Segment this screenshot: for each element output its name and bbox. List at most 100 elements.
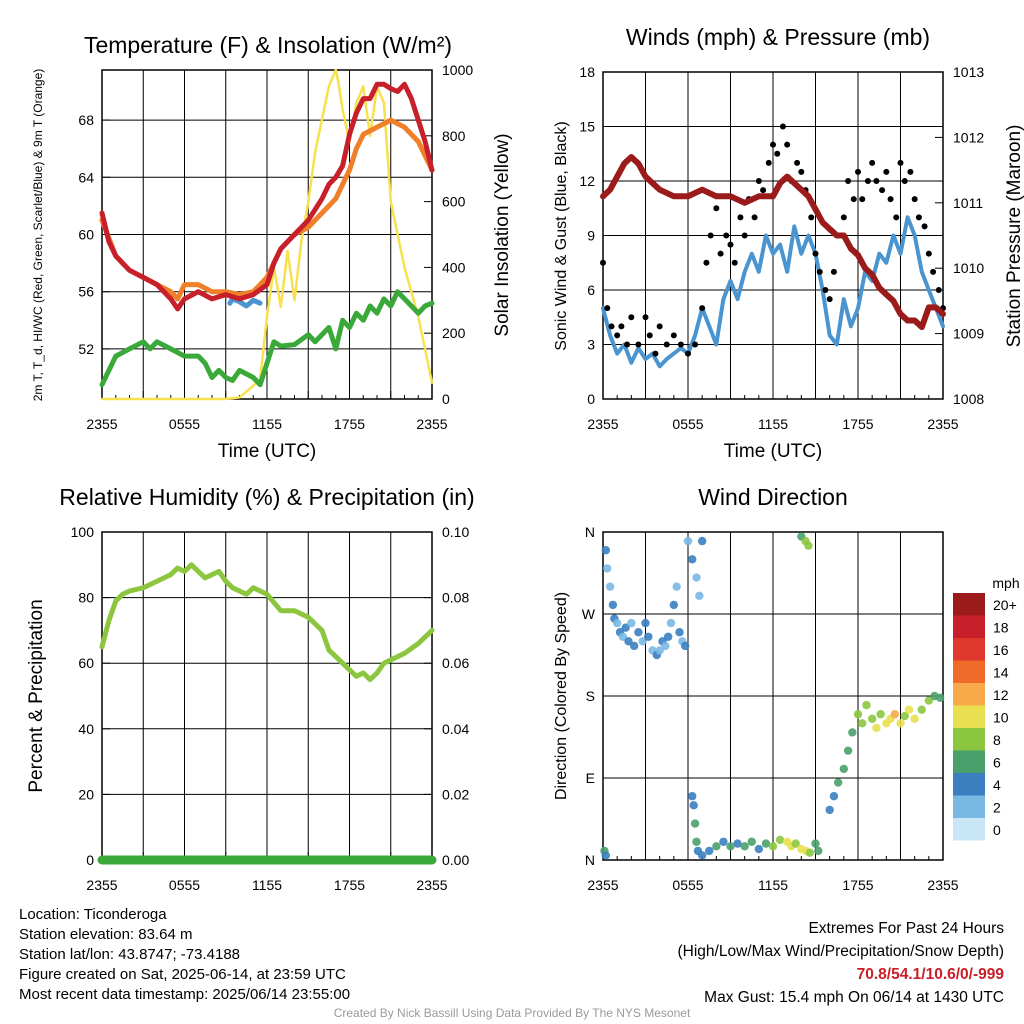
gust-point <box>731 259 738 266</box>
station-info: Location: Ticonderoga Station elevation:… <box>19 905 350 1005</box>
series-line-wind <box>601 215 945 369</box>
gust-point <box>604 305 611 312</box>
direction-point <box>689 801 698 810</box>
direction-point <box>624 637 633 646</box>
colorbar-swatch <box>953 728 985 751</box>
direction-point <box>814 846 823 856</box>
gust-point <box>717 250 724 257</box>
latlon-text: Station lat/lon: 43.8747; -73.4188 <box>19 946 241 963</box>
y2-tick-label: 800 <box>442 128 466 144</box>
direction-point <box>904 705 914 714</box>
x-tick-label: 2355 <box>416 416 447 432</box>
gust-point <box>855 168 861 175</box>
colorbar-label: 6 <box>993 755 1001 771</box>
y-tick-label: 100 <box>71 524 95 540</box>
extremes-heading: Extremes For Past 24 Hours <box>808 920 1004 937</box>
x-tick-label: 2355 <box>86 877 117 893</box>
gust-point <box>897 159 904 166</box>
x-tick-label: 0555 <box>672 416 703 432</box>
y-tick-label: E <box>586 770 595 786</box>
direction-point <box>672 582 681 591</box>
gust-point <box>628 314 635 321</box>
gust-point <box>652 350 659 357</box>
series-line-dewpoint_alt <box>227 296 263 309</box>
direction-point <box>900 711 909 721</box>
gust-point <box>925 250 932 257</box>
x-tick-label: 0555 <box>672 877 703 893</box>
direction-point <box>666 618 676 628</box>
colorbar-swatch <box>953 683 985 706</box>
direction-point <box>683 536 693 546</box>
direction-point <box>867 714 877 723</box>
direction-point <box>719 837 728 846</box>
y-tick-label: 52 <box>78 341 94 357</box>
direction-point <box>690 819 700 828</box>
y-tick-label: 60 <box>78 655 94 671</box>
direction-point <box>688 792 697 801</box>
y-axis-label: Direction (Colored By Speed) <box>553 592 570 800</box>
gust-point <box>618 323 625 330</box>
gust-point <box>656 323 663 330</box>
x-tick-label: 2355 <box>927 416 958 432</box>
y-tick-label: 40 <box>78 721 94 737</box>
y-tick-label: 64 <box>78 169 94 185</box>
speed-colorbar: mph 20+ 18 16 14 12 10 8 6 4 2 0 <box>953 575 1020 841</box>
series-line-pressure <box>600 154 946 331</box>
chart-panel-4: 2355 0555 1155 1755 2355 Wind Direction N E S W N D… <box>553 484 1020 893</box>
gust-point <box>755 178 762 184</box>
direction-point <box>680 641 690 651</box>
direction-point <box>848 728 857 737</box>
chart-title: Winds (mph) & Pressure (mb) <box>626 24 930 50</box>
direction-point <box>644 632 653 641</box>
gust-point <box>893 214 900 221</box>
direction-point <box>663 632 673 641</box>
extremes-info: Extremes For Past 24 Hours (High/Low/Max… <box>678 917 1005 1009</box>
y-tick-label: 80 <box>78 590 94 606</box>
gust-point <box>727 241 734 248</box>
gust-point <box>883 168 890 175</box>
direction-point <box>775 835 785 845</box>
recent-data-text: Most recent data timestamp: 2025/06/14 2… <box>19 986 351 1003</box>
y2-tick-label: 1011 <box>953 195 983 211</box>
gust-point <box>887 196 894 203</box>
x-tick-label: 1755 <box>334 416 365 432</box>
gust-point <box>935 287 942 293</box>
y-tick-label: 9 <box>587 228 595 244</box>
colorbar-label: 10 <box>993 710 1009 726</box>
y2-tick-label: 1012 <box>953 129 984 145</box>
x-tick-label: 2355 <box>587 416 618 432</box>
y-tick-label: 3 <box>587 337 595 353</box>
gust-point <box>614 332 621 339</box>
colorbar-label: 20+ <box>993 597 1017 613</box>
direction-point <box>829 792 839 801</box>
colorbar-label: 8 <box>993 732 1001 748</box>
x-tick-label: 2355 <box>416 877 447 893</box>
gust-point <box>915 214 922 221</box>
y2-tick-label: 0.00 <box>442 852 469 868</box>
y2-tick-label: 1013 <box>953 64 984 80</box>
chart-panel-2: 2355 0555 1155 1755 2355 Winds (mph) & Pressu… <box>553 24 1024 462</box>
x-tick-label: 2355 <box>927 877 958 893</box>
direction-point <box>612 618 622 628</box>
gust-point <box>826 296 833 303</box>
y2-tick-label: 0.06 <box>442 655 469 671</box>
direction-point <box>641 618 650 628</box>
direction-point <box>876 710 885 719</box>
gust-point <box>812 250 819 257</box>
gust-point <box>822 287 829 293</box>
direction-point <box>692 837 701 846</box>
direction-point <box>740 842 749 851</box>
y-tick-label: 68 <box>78 112 94 128</box>
direction-point <box>655 646 664 655</box>
y-tick-label: 15 <box>579 119 595 135</box>
direction-point <box>791 839 800 848</box>
extremes-legend: (High/Low/Max Wind/Precipitation/Snow De… <box>677 943 1005 960</box>
direction-point <box>669 600 679 610</box>
gust-point <box>624 341 631 348</box>
direction-point <box>754 844 764 854</box>
y2-tick-label: 200 <box>442 325 466 341</box>
y-tick-label: N <box>585 524 595 540</box>
y2-tick-label: 1000 <box>442 62 473 78</box>
gust-point <box>608 323 615 330</box>
colorbar-label: 4 <box>993 777 1001 793</box>
